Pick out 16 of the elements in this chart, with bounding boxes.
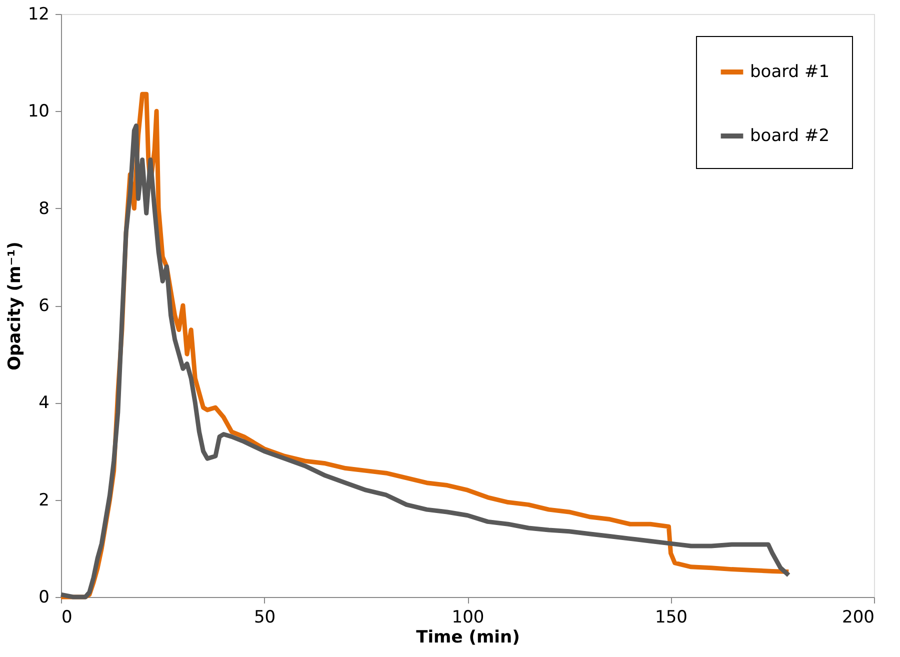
x-tick-label: 150 <box>655 608 688 628</box>
x-axis-title: Time (min) <box>416 628 520 648</box>
y-tick-label: 10 <box>28 102 50 122</box>
legend-label: board #2 <box>750 126 830 146</box>
x-tick-label: 200 <box>842 608 874 628</box>
y-tick-label: 6 <box>38 296 50 316</box>
x-tick-label: 0 <box>62 608 72 628</box>
legend-label: board #1 <box>750 62 830 82</box>
x-tick-label: 100 <box>452 608 484 628</box>
y-axis-title: Opacity (m⁻¹) <box>4 242 25 370</box>
y-tick-label: 4 <box>38 393 50 414</box>
x-tick-label: 50 <box>254 608 276 628</box>
y-tick-label: 12 <box>28 4 50 24</box>
y-tick-label: 2 <box>38 490 50 510</box>
y-tick-label: 0 <box>38 588 50 608</box>
y-tick-label: 8 <box>38 198 50 219</box>
